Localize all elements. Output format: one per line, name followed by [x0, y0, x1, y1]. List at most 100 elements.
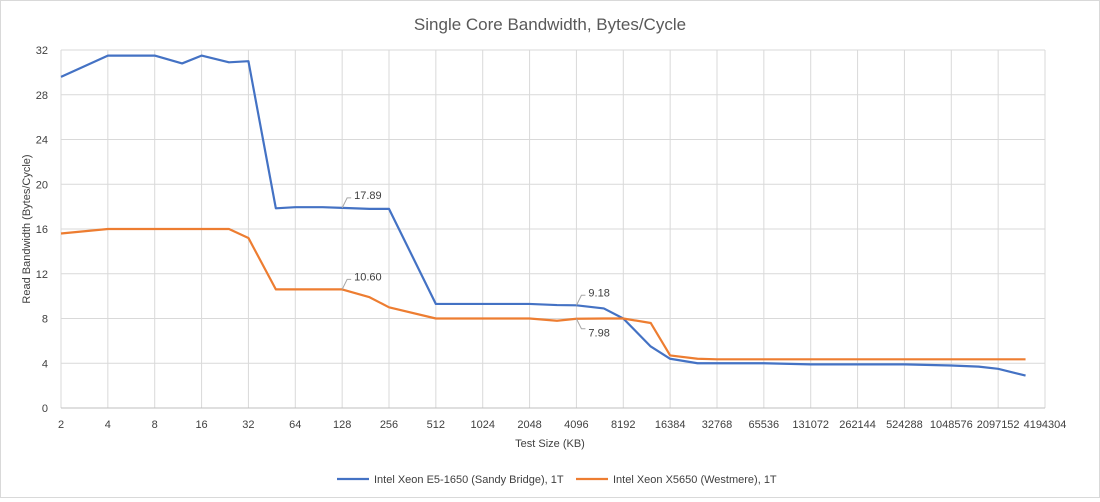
data-point [716, 358, 719, 361]
data-point [60, 75, 63, 78]
x-tick-label: 4 [105, 419, 111, 431]
x-tick-label: 65536 [749, 419, 780, 431]
series-line-1 [60, 227, 1026, 361]
x-tick-label: 4096 [564, 419, 588, 431]
y-tick-label: 16 [36, 224, 48, 236]
y-tick-labels: 0 4 8 12 16 20 24 28 32 [36, 45, 48, 415]
data-point [669, 354, 672, 357]
x-tick-label: 128 [333, 419, 351, 431]
data-point [60, 232, 63, 235]
x-tick-label: 2 [58, 419, 64, 431]
data-point [528, 302, 531, 305]
data-point [555, 304, 558, 307]
data-point [762, 358, 765, 361]
data-point [762, 362, 765, 365]
data-point [153, 54, 156, 57]
y-tick-label: 24 [36, 135, 48, 147]
x-tick-label: 16 [195, 419, 207, 431]
data-point [247, 236, 250, 239]
chart-title: Single Core Bandwidth, Bytes/Cycle [414, 15, 686, 34]
data-point [321, 288, 324, 291]
data-point [227, 228, 230, 231]
data-point [696, 362, 699, 365]
legend-label: Intel Xeon X5650 (Westmere), 1T [613, 474, 777, 486]
data-label-leader [575, 294, 586, 306]
data-point [903, 363, 906, 366]
data-point [649, 345, 652, 348]
data-point [809, 358, 812, 361]
x-tick-label: 1024 [470, 419, 494, 431]
data-point [602, 307, 605, 310]
data-labels: 17.89 10.60 9.18 7.98 [341, 190, 610, 340]
series-line-0 [60, 54, 1026, 377]
data-point [856, 363, 859, 366]
data-point [153, 228, 156, 231]
x-tick-label: 131072 [792, 419, 829, 431]
data-point [388, 306, 391, 309]
data-point [368, 296, 371, 299]
data-label: 9.18 [588, 287, 609, 299]
x-tick-label: 524288 [886, 419, 923, 431]
x-tick-label: 4194304 [1024, 419, 1067, 431]
x-tick-label: 8192 [611, 419, 635, 431]
x-tick-label: 16384 [655, 419, 686, 431]
data-label: 17.89 [354, 190, 382, 202]
data-label-leader [341, 278, 352, 290]
data-point [294, 288, 297, 291]
data-label: 7.98 [588, 328, 609, 340]
data-point [181, 62, 184, 65]
x-tick-label: 8 [152, 419, 158, 431]
x-tick-label: 2048 [517, 419, 541, 431]
data-point [1024, 358, 1027, 361]
data-point [481, 302, 484, 305]
data-point [200, 54, 203, 57]
data-point [555, 319, 558, 322]
data-point [528, 317, 531, 320]
data-label: 10.60 [354, 271, 382, 283]
data-point [950, 364, 953, 367]
data-point [434, 302, 437, 305]
x-tick-label: 256 [380, 419, 398, 431]
gridlines [60, 49, 1046, 408]
data-point [481, 317, 484, 320]
data-point [716, 362, 719, 365]
x-tick-label: 512 [427, 419, 445, 431]
data-point [977, 365, 980, 368]
data-point [200, 228, 203, 231]
legend: Intel Xeon E5-1650 (Sandy Bridge), 1T Int… [337, 474, 777, 486]
data-point [856, 358, 859, 361]
series-lines [60, 54, 1027, 377]
x-tick-label: 64 [289, 419, 301, 431]
data-point [321, 206, 324, 209]
data-label-leader [341, 197, 352, 209]
x-tick-label: 1048576 [930, 419, 973, 431]
y-tick-label: 0 [42, 403, 48, 415]
y-axis-title: Read Bandwidth (Bytes/Cycle) [21, 154, 33, 303]
data-point [434, 317, 437, 320]
data-point [1024, 374, 1027, 377]
data-point [181, 228, 184, 231]
data-point [274, 288, 277, 291]
x-tick-label: 32768 [702, 419, 733, 431]
data-point [106, 54, 109, 57]
data-point [294, 206, 297, 209]
data-point [696, 357, 699, 360]
data-point [950, 358, 953, 361]
data-point [368, 207, 371, 210]
data-point [997, 367, 1000, 370]
y-tick-label: 8 [42, 314, 48, 326]
y-tick-label: 12 [36, 269, 48, 281]
data-point [809, 363, 812, 366]
y-tick-label: 4 [42, 358, 48, 370]
data-point [903, 358, 906, 361]
data-point [997, 358, 1000, 361]
data-point [247, 60, 250, 63]
y-tick-label: 20 [36, 179, 48, 191]
x-axis-title: Test Size (KB) [515, 438, 585, 450]
legend-label: Intel Xeon E5-1650 (Sandy Bridge), 1T [374, 474, 564, 486]
y-tick-label: 32 [36, 45, 48, 57]
x-tick-label: 262144 [839, 419, 876, 431]
y-tick-label: 28 [36, 90, 48, 102]
